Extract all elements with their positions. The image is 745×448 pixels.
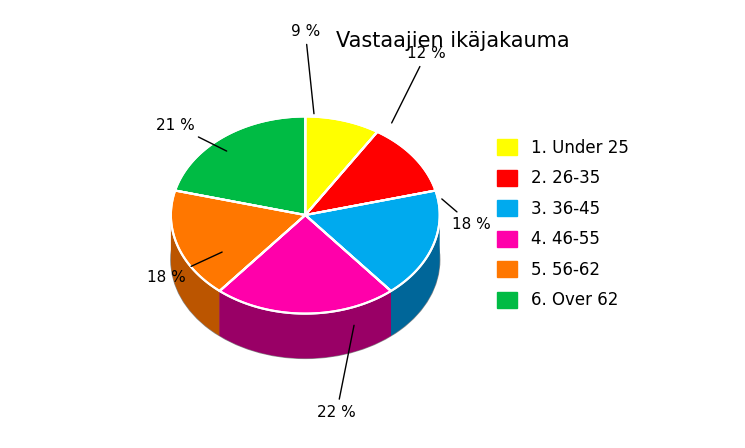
Polygon shape	[171, 190, 305, 291]
Legend: 1. Under 25, 2. 26-35, 3. 36-45, 4. 46-55, 5. 56-62, 6. Over 62: 1. Under 25, 2. 26-35, 3. 36-45, 4. 46-5…	[498, 139, 629, 309]
Ellipse shape	[171, 161, 440, 358]
Text: 18 %: 18 %	[442, 199, 490, 232]
Text: 21 %: 21 %	[156, 118, 226, 151]
Polygon shape	[391, 216, 440, 336]
Polygon shape	[220, 215, 391, 314]
Text: 9 %: 9 %	[291, 24, 320, 114]
Polygon shape	[220, 291, 391, 358]
Polygon shape	[305, 190, 440, 291]
Polygon shape	[305, 132, 436, 215]
Text: 12 %: 12 %	[392, 46, 446, 123]
Text: 22 %: 22 %	[317, 325, 356, 420]
Polygon shape	[171, 215, 220, 336]
Polygon shape	[220, 215, 305, 336]
Text: 18 %: 18 %	[147, 252, 222, 285]
Polygon shape	[220, 215, 305, 336]
Text: Vastaajien ikäjakauma: Vastaajien ikäjakauma	[336, 31, 570, 52]
Polygon shape	[175, 116, 305, 215]
Polygon shape	[305, 116, 377, 215]
Polygon shape	[305, 215, 391, 336]
Polygon shape	[305, 215, 391, 336]
